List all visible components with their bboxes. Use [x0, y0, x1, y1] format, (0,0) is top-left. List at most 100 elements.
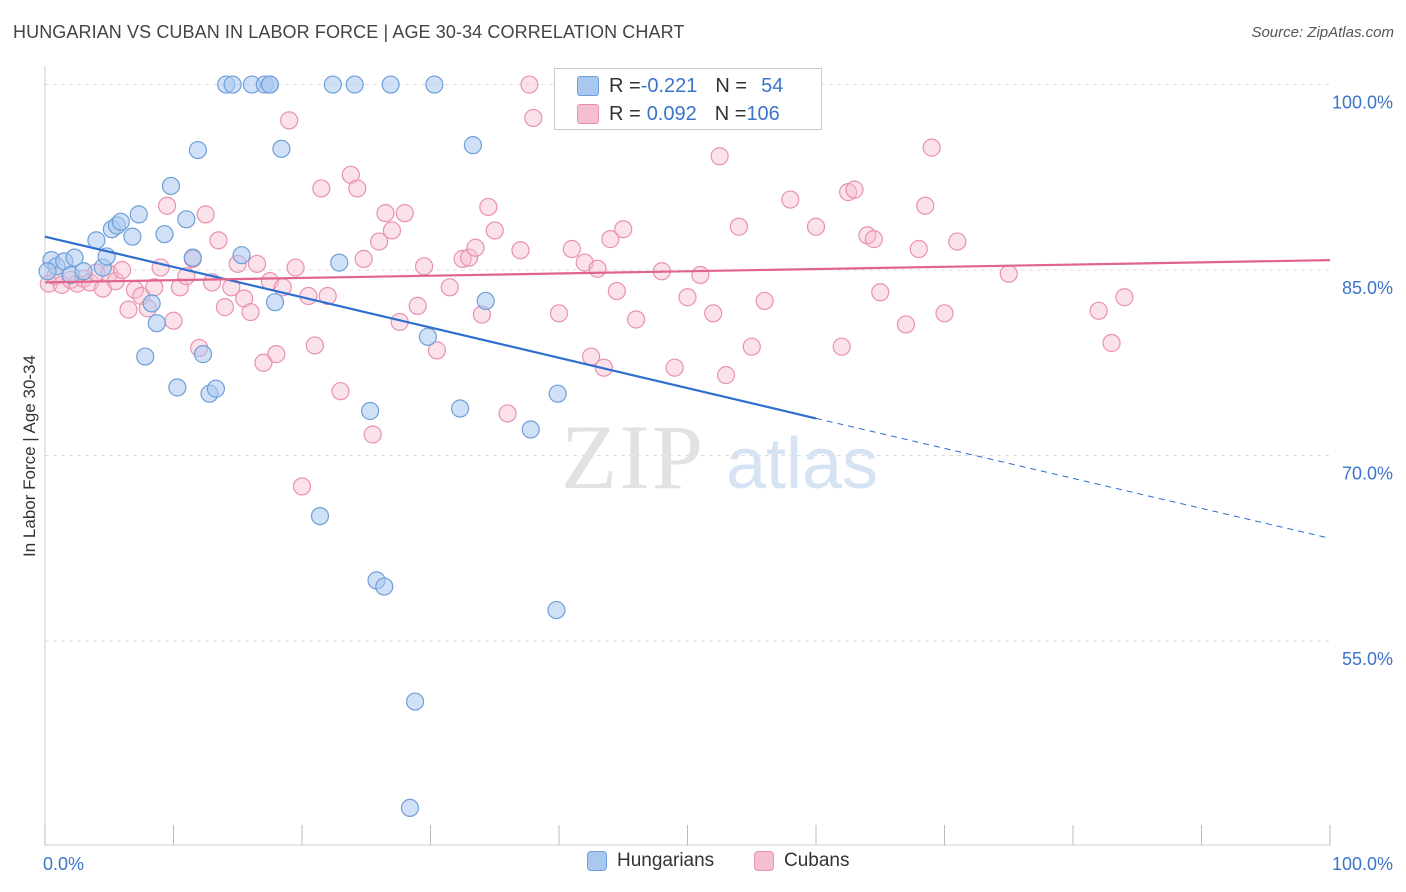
hungarians-point: [38, 262, 57, 281]
y-tick-label: 70.0%: [1342, 464, 1393, 484]
cubans-point: [354, 249, 373, 268]
cubans-point: [112, 260, 132, 280]
cubans-r-label: R =: [609, 102, 641, 125]
hungarians-point: [547, 600, 566, 620]
hungarians-point: [147, 314, 166, 333]
cubans-point: [414, 257, 434, 276]
cubans-point: [292, 477, 312, 496]
hungarians-point: [418, 327, 438, 346]
hungarians-point: [463, 136, 483, 155]
cubans-point: [376, 204, 395, 223]
tick-labels: 100.0% 85.0% 70.0% 55.0% 0.0% 100.0%: [43, 93, 1393, 874]
legend-label-cubans: Cubans: [784, 850, 850, 871]
hungarians-point: [265, 293, 285, 312]
cubans-point: [601, 230, 620, 249]
hungarians-point: [425, 75, 444, 94]
hungarians-point: [345, 75, 364, 94]
cubans-point: [691, 265, 710, 285]
cubans-point: [614, 220, 633, 239]
cubans-point: [164, 311, 183, 330]
hungarians-point: [129, 205, 148, 224]
trend-lines: [44, 235, 1331, 539]
bottom-legend: Hungarians Cubans: [0, 850, 1406, 878]
cubans-point: [607, 281, 626, 301]
legend-swatch-cubans: [754, 851, 774, 871]
hungarians-point: [123, 227, 142, 246]
cubans-point: [1115, 288, 1134, 307]
cubans-point: [1089, 301, 1108, 320]
legend-item-cubans[interactable]: Cubans: [754, 850, 850, 872]
cubans-point: [704, 304, 723, 323]
cubans-point: [916, 196, 935, 215]
cubans-point: [157, 196, 177, 215]
cubans-point: [241, 302, 260, 322]
cubans-point: [318, 286, 337, 306]
gridlines: [45, 84, 1330, 642]
cubans-point: [524, 108, 543, 128]
x-tick-label: 0.0%: [43, 854, 84, 874]
cubans-point: [832, 337, 851, 356]
cubans-point: [395, 204, 414, 223]
hungarians-n-value: 54: [761, 74, 784, 97]
hungarians-trend-line: [44, 235, 817, 420]
cubans-point: [427, 341, 447, 360]
legend-swatch-hungarians: [587, 851, 607, 871]
legend-item-hungarians[interactable]: Hungarians: [587, 850, 714, 872]
cubans-point: [520, 75, 539, 94]
cubans-point: [562, 239, 581, 259]
cubans-point: [280, 111, 299, 130]
hungarians-point: [375, 577, 394, 596]
cubans-point: [710, 147, 729, 166]
hungarians-point: [232, 246, 251, 265]
cubans-point: [215, 298, 234, 317]
cubans-point: [498, 404, 517, 423]
cubans-point: [909, 239, 928, 259]
cubans-point: [806, 217, 826, 236]
x-tick-label: 100.0%: [1332, 854, 1393, 874]
cubans-point: [453, 249, 472, 268]
hungarians-point: [155, 225, 174, 244]
cubans-point: [999, 264, 1018, 283]
cubans-point: [119, 300, 138, 319]
cubans-point: [348, 179, 367, 198]
cubans-point: [363, 425, 382, 444]
hungarians-point: [136, 347, 155, 366]
hungarians-point: [381, 75, 400, 94]
cubans-point: [466, 238, 485, 257]
cubans-point: [922, 138, 941, 157]
hungarians-point: [206, 379, 226, 398]
hungarians-point: [260, 75, 279, 94]
cubans-point: [254, 353, 273, 372]
cubans-point: [948, 232, 967, 251]
cubans-point: [299, 286, 318, 306]
cubans-r-value: 0.092: [646, 102, 697, 125]
cubans-point: [209, 231, 228, 250]
hungarians-point: [330, 253, 349, 272]
cubans-point: [459, 248, 479, 267]
cubans-swatch: [577, 104, 599, 124]
cubans-point: [170, 278, 190, 297]
cubans-point: [286, 258, 305, 277]
hungarians-point: [111, 212, 130, 231]
cubans-point: [382, 221, 402, 240]
cubans-point: [729, 217, 749, 236]
cubans-point: [742, 337, 761, 356]
cubans-point: [755, 291, 774, 311]
hungarians-point: [188, 140, 208, 160]
y-tick-label: 100.0%: [1332, 93, 1393, 113]
watermark: ZIP atlas: [561, 406, 878, 508]
cubans-point: [665, 358, 684, 377]
cubans-point: [331, 382, 350, 401]
cubans-point: [370, 232, 389, 251]
cubans-point: [485, 221, 504, 240]
y-tick-label: 85.0%: [1342, 278, 1393, 298]
cubans-trend-line: [44, 259, 1331, 284]
hungarians-point: [450, 399, 470, 418]
cubans-point: [935, 304, 954, 323]
y-tick-label: 55.0%: [1342, 649, 1393, 669]
hungarians-point: [323, 75, 342, 94]
cubans-point: [871, 283, 890, 302]
watermark-atlas: atlas: [726, 424, 878, 504]
hungarians-r-value: -0.221: [640, 74, 698, 97]
